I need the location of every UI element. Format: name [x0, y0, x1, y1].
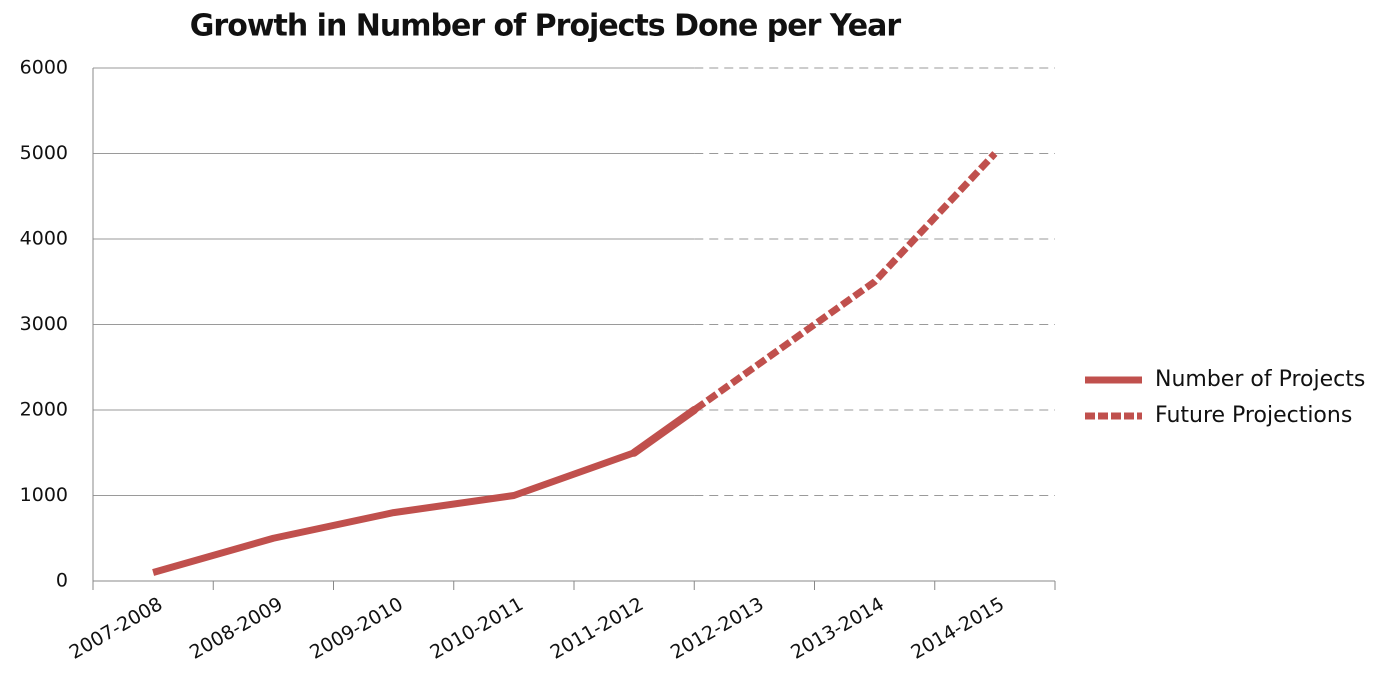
x-tick-label: 2007-2008	[66, 593, 167, 664]
x-tick-label: 2014-2015	[907, 593, 1008, 664]
series-line-lead	[630, 406, 699, 457]
y-tick-label: 5000	[20, 142, 68, 164]
chart-title: Growth in Number of Projects Done per Ye…	[190, 9, 902, 44]
x-tick-label: 2010-2011	[426, 593, 527, 664]
x-tick-label: 2012-2013	[667, 593, 768, 664]
legend-label: Number of Projects	[1155, 367, 1365, 392]
x-tick-label: 2013-2014	[787, 593, 888, 664]
x-tick-label: 2011-2012	[547, 593, 648, 664]
legend-label: Future Projections	[1155, 403, 1352, 428]
x-tick-label: 2009-2010	[306, 593, 407, 664]
x-tick-label: 2008-2009	[186, 593, 287, 664]
series-line	[152, 449, 636, 576]
y-tick-label: 6000	[20, 57, 68, 79]
y-tick-label: 3000	[20, 313, 68, 335]
y-tick-label: 2000	[20, 399, 68, 421]
y-tick-label: 0	[56, 570, 68, 592]
y-tick-label: 4000	[20, 228, 68, 250]
y-tick-label: 1000	[20, 484, 68, 506]
series-line	[632, 151, 998, 456]
